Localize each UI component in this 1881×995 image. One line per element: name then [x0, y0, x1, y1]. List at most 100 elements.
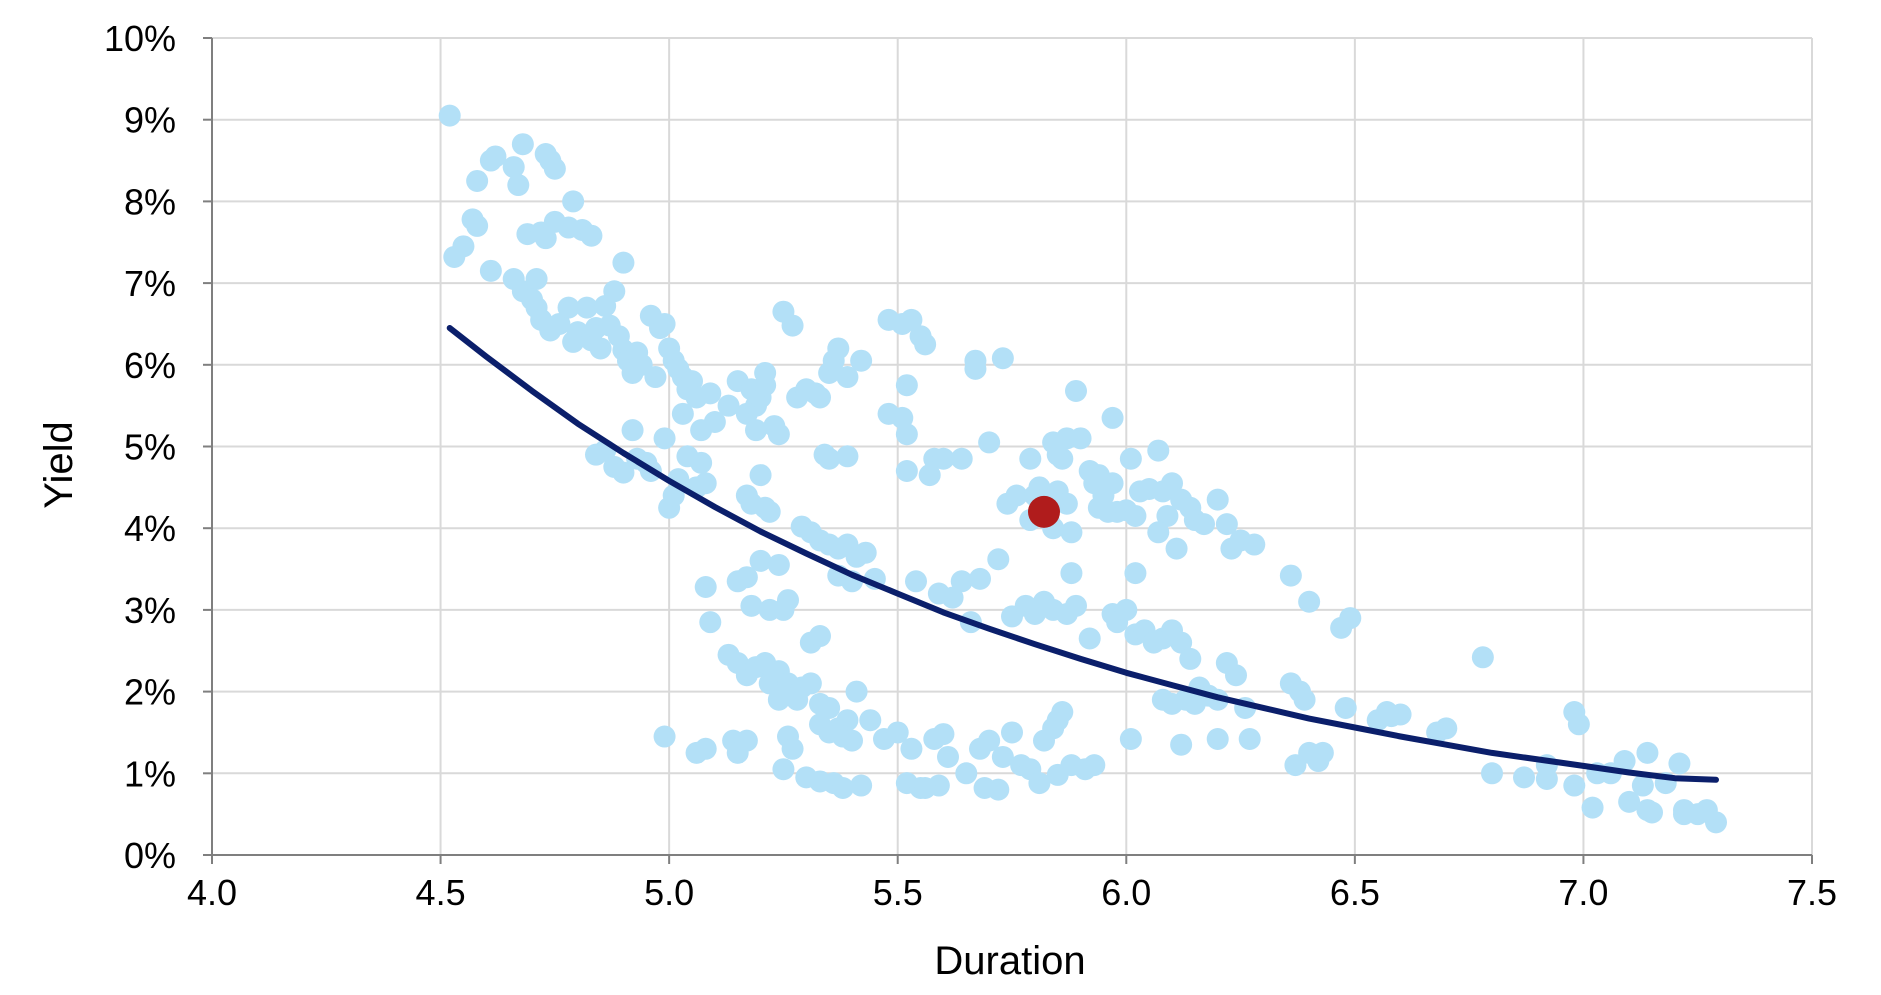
- x-tick-label: 5.5: [873, 872, 923, 913]
- y-tick-label: 2%: [124, 672, 176, 713]
- y-tick-label: 3%: [124, 590, 176, 631]
- y-tick-label: 6%: [124, 345, 176, 386]
- data-point: [937, 745, 959, 768]
- data-point: [1618, 790, 1641, 813]
- data-point: [809, 386, 831, 409]
- data-point: [1065, 594, 1087, 617]
- data-point: [841, 729, 863, 752]
- data-point: [955, 762, 978, 785]
- data-point: [1298, 590, 1321, 613]
- data-point: [1119, 447, 1142, 470]
- data-point: [950, 447, 973, 470]
- data-point: [575, 296, 598, 319]
- data-point: [1513, 766, 1535, 789]
- highlight-points: [1028, 495, 1060, 528]
- data-point: [466, 169, 489, 192]
- data-point: [1101, 472, 1124, 495]
- y-axis-title: Yield: [37, 421, 81, 508]
- data-point: [1641, 801, 1663, 824]
- data-points: [438, 104, 1727, 834]
- data-point: [754, 374, 777, 397]
- x-tick-label: 4.0: [187, 872, 237, 913]
- y-tick-label: 1%: [124, 753, 176, 794]
- data-point: [534, 227, 557, 250]
- data-point: [694, 472, 717, 495]
- data-point: [1101, 406, 1124, 429]
- data-point: [1563, 774, 1586, 797]
- data-point: [781, 737, 804, 760]
- data-point: [452, 235, 475, 258]
- data-point: [1311, 741, 1334, 764]
- data-point: [717, 394, 740, 417]
- data-point: [850, 349, 873, 372]
- data-point: [1238, 727, 1261, 750]
- data-point: [580, 224, 603, 247]
- data-point: [1083, 754, 1106, 777]
- data-point: [1170, 631, 1193, 654]
- x-axis-title: Duration: [934, 939, 1085, 983]
- data-point: [950, 570, 973, 593]
- data-point: [653, 427, 676, 450]
- data-point: [1471, 646, 1494, 669]
- data-point: [895, 374, 918, 397]
- data-point: [1339, 607, 1362, 630]
- data-point: [818, 447, 841, 470]
- y-tick-label: 10%: [104, 18, 176, 59]
- data-point: [1124, 504, 1147, 527]
- data-point: [699, 382, 722, 405]
- data-point: [914, 777, 937, 800]
- data-point: [1668, 752, 1691, 775]
- data-point: [612, 461, 635, 484]
- data-point: [991, 745, 1014, 768]
- x-tick-label: 5.0: [644, 872, 694, 913]
- data-point: [644, 366, 667, 389]
- data-point: [1124, 562, 1147, 585]
- data-point: [900, 737, 923, 760]
- data-point: [809, 625, 831, 648]
- data-point: [1206, 727, 1229, 750]
- data-point: [1389, 703, 1412, 726]
- data-point: [653, 312, 676, 335]
- data-point: [589, 337, 612, 360]
- data-point: [1225, 664, 1247, 687]
- data-point: [1613, 750, 1636, 773]
- data-point: [1279, 564, 1302, 587]
- data-point: [772, 598, 795, 621]
- x-tick-label: 6.0: [1101, 872, 1151, 913]
- data-point: [1293, 688, 1316, 711]
- data-point: [1215, 513, 1238, 536]
- data-point: [557, 296, 580, 319]
- data-point: [1636, 741, 1659, 764]
- data-point: [1060, 521, 1083, 544]
- data-point: [859, 709, 882, 732]
- y-tick-label: 0%: [124, 835, 176, 876]
- data-point: [653, 725, 676, 748]
- data-point: [941, 586, 964, 609]
- data-point: [900, 308, 923, 331]
- data-point: [905, 570, 927, 593]
- data-point: [507, 174, 530, 197]
- data-point: [1055, 492, 1078, 515]
- data-point: [845, 680, 868, 703]
- data-point: [964, 357, 987, 380]
- data-point: [1481, 762, 1503, 785]
- data-point: [1183, 692, 1206, 715]
- data-point: [1001, 721, 1023, 744]
- data-point: [987, 778, 1010, 801]
- data-point: [484, 145, 507, 168]
- x-tick-label: 6.5: [1330, 872, 1380, 913]
- data-point: [438, 104, 461, 127]
- trendline-path: [446, 325, 1719, 783]
- data-point: [749, 549, 772, 572]
- data-point: [1005, 484, 1028, 507]
- data-point: [836, 445, 859, 468]
- y-axis-tick-labels: 0% 1% 2% 3% 4% 5% 6% 7% 8% 9% 10%: [104, 18, 176, 876]
- data-point: [1028, 772, 1051, 795]
- data-point: [932, 447, 955, 470]
- y-tick-label: 7%: [124, 263, 176, 304]
- data-point: [754, 496, 777, 519]
- data-point: [1078, 627, 1101, 650]
- data-point: [543, 157, 566, 180]
- data-point: [991, 347, 1014, 370]
- data-point: [978, 431, 1001, 454]
